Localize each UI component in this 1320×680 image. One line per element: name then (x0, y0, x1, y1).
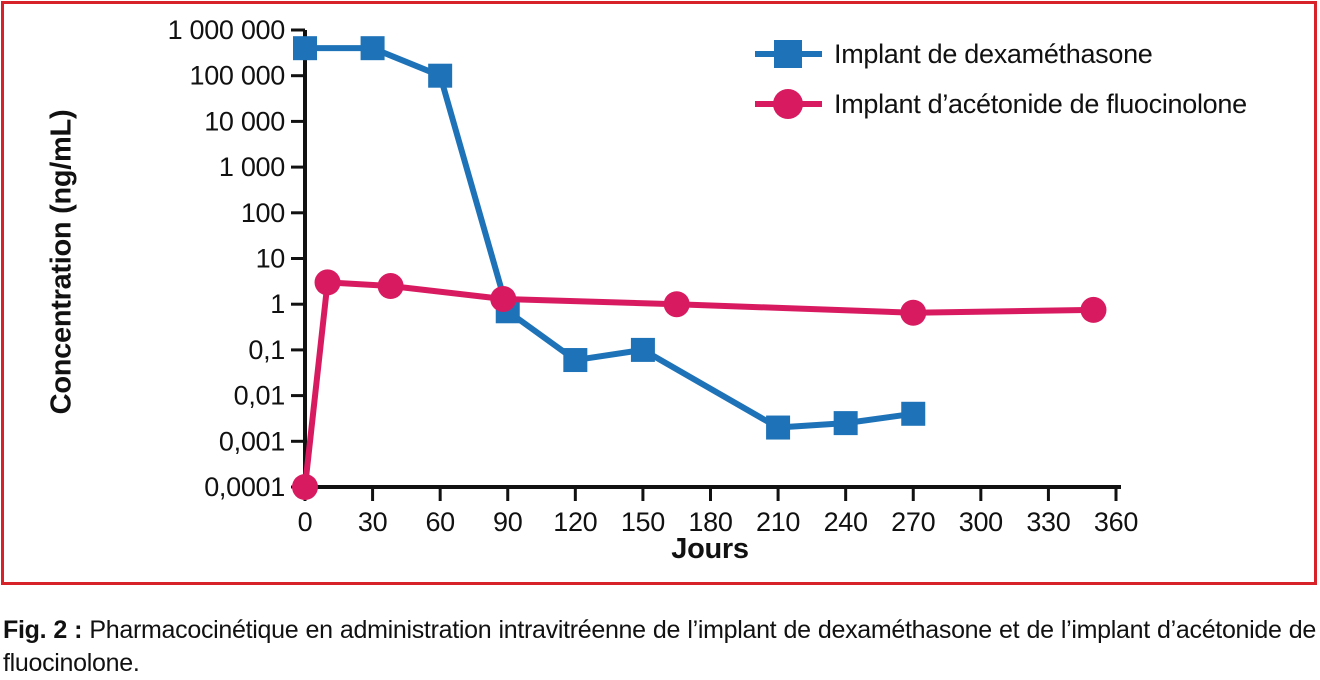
y-tick-label: 1 (270, 289, 285, 319)
y-axis-ticks: 1 000 000 100 000 10 000 1 000 100 10 1 0,1 0,01… (168, 15, 305, 502)
x-tick-label: 300 (959, 507, 1003, 537)
caption-text: Pharmacocinétique en administration intr… (3, 616, 1316, 677)
legend-label: Implant d’acétonide de fluocinolone (834, 89, 1247, 119)
x-axis-title: Jours (671, 533, 749, 565)
data-point-circle (1080, 296, 1107, 323)
y-tick-label: 100 000 (190, 61, 286, 91)
figure-caption: Fig. 2 : Pharmacocinétique en administra… (3, 614, 1316, 680)
x-tick-label: 0 (298, 507, 313, 537)
x-tick-label: 180 (688, 507, 732, 537)
data-point-square (901, 401, 926, 426)
y-axis-title: Concentration (ng/mL) (45, 109, 78, 415)
legend-marker-square (774, 40, 802, 68)
data-point-square (833, 411, 858, 436)
legend: Implant de dexaméthasone Implant d’acéton… (755, 39, 1247, 119)
x-tick-label: 120 (553, 507, 597, 537)
x-tick-label: 270 (891, 507, 935, 537)
x-tick-label: 30 (358, 507, 387, 537)
data-point-square (563, 348, 588, 373)
y-tick-label: 10 000 (204, 106, 285, 136)
x-tick-label: 210 (756, 507, 800, 537)
data-point-circle (900, 299, 927, 326)
data-point-circle (490, 285, 517, 312)
x-tick-label: 150 (621, 507, 665, 537)
data-point-square (293, 36, 317, 61)
y-tick-label: 0,001 (219, 426, 285, 456)
x-tick-label: 90 (493, 507, 522, 537)
x-tick-label: 60 (425, 507, 454, 537)
x-axis-ticks: 0 30 60 90 120 150 180 210 240 270 300 330 360 (298, 489, 1138, 537)
data-point-square (428, 63, 453, 88)
y-tick-label: 0,0001 (204, 472, 285, 502)
legend-marker-circle (773, 89, 803, 119)
x-tick-label: 330 (1026, 507, 1070, 537)
data-point-square (360, 36, 385, 61)
y-tick-label: 0,1 (248, 335, 285, 365)
series-1 (292, 269, 1107, 500)
data-point-circle (377, 273, 404, 300)
data-point-circle (292, 474, 318, 500)
y-tick-label: 100 (241, 198, 285, 228)
data-point-circle (663, 291, 690, 318)
caption-label: Fig. 2 : (3, 616, 83, 644)
x-tick-label: 240 (824, 507, 868, 537)
data-point-circle (314, 269, 341, 296)
y-tick-label: 0,01 (234, 381, 285, 411)
x-tick-label: 360 (1094, 507, 1138, 537)
series-0 (293, 36, 926, 440)
legend-label: Implant de dexaméthasone (834, 39, 1153, 69)
data-point-square (766, 415, 791, 440)
y-tick-label: 1 000 000 (168, 15, 285, 45)
data-point-square (630, 337, 655, 362)
y-tick-label: 1 000 (219, 152, 285, 182)
y-tick-label: 10 (256, 244, 285, 274)
